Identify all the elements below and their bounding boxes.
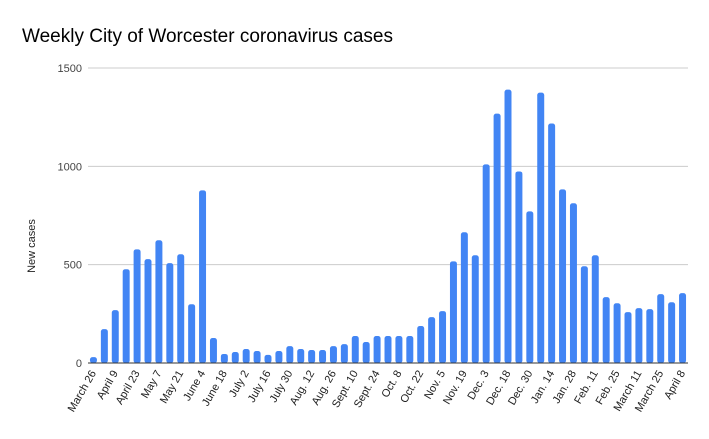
- x-tick-label: April 8: [662, 369, 688, 402]
- bar: [122, 269, 130, 363]
- bar: [602, 297, 610, 363]
- bar: [297, 349, 305, 363]
- bar: [166, 263, 174, 363]
- bar: [155, 240, 163, 363]
- bar: [569, 203, 577, 363]
- bar: [319, 350, 327, 363]
- bar: [351, 336, 359, 363]
- bar: [100, 329, 108, 363]
- bar: [209, 338, 217, 363]
- bar: [111, 310, 119, 363]
- bar: [89, 357, 97, 363]
- x-tick-label: March 26: [66, 369, 99, 415]
- bar: [624, 312, 632, 363]
- bar: [177, 254, 185, 363]
- bar: [657, 294, 665, 363]
- bar: [199, 190, 207, 363]
- bar: [471, 255, 479, 363]
- bar: [526, 211, 534, 363]
- bar: [373, 336, 381, 363]
- bar: [220, 353, 228, 363]
- bar: [242, 349, 250, 363]
- bar: [580, 266, 588, 363]
- bar: [679, 293, 687, 363]
- bar: [188, 304, 196, 363]
- bar: [384, 336, 392, 363]
- bar: [231, 351, 239, 363]
- bar: [308, 350, 316, 363]
- bar: [449, 261, 457, 363]
- y-tick-label: 500: [64, 260, 82, 272]
- bar: [340, 344, 348, 363]
- bar: [329, 346, 337, 363]
- y-axis-label: New cases: [26, 219, 38, 273]
- bar: [286, 346, 294, 363]
- bar: [635, 308, 643, 363]
- bar: [395, 336, 403, 363]
- bar: [591, 255, 599, 363]
- bar: [417, 326, 425, 363]
- bar: [460, 232, 468, 363]
- bar: [406, 336, 414, 363]
- bar: [613, 303, 621, 363]
- y-tick-label: 0: [76, 358, 82, 370]
- bar: [133, 249, 141, 363]
- bar: [144, 259, 152, 363]
- bar: [482, 164, 490, 363]
- bar: [362, 341, 370, 363]
- bar: [548, 123, 556, 364]
- chart-title: Weekly City of Worcester coronavirus cas…: [22, 26, 393, 47]
- bar: [264, 354, 272, 363]
- y-tick-label: 1000: [58, 161, 82, 173]
- bar: [537, 92, 545, 363]
- bar: [275, 351, 283, 363]
- y-tick-label: 1500: [58, 63, 82, 75]
- bar: [439, 311, 447, 363]
- bar: [504, 89, 512, 363]
- bar: [646, 309, 654, 363]
- bar: [668, 302, 676, 363]
- bar: [493, 113, 501, 363]
- bar: [515, 171, 523, 363]
- bar: [428, 317, 436, 363]
- bar: [253, 351, 261, 363]
- bar: [559, 189, 567, 363]
